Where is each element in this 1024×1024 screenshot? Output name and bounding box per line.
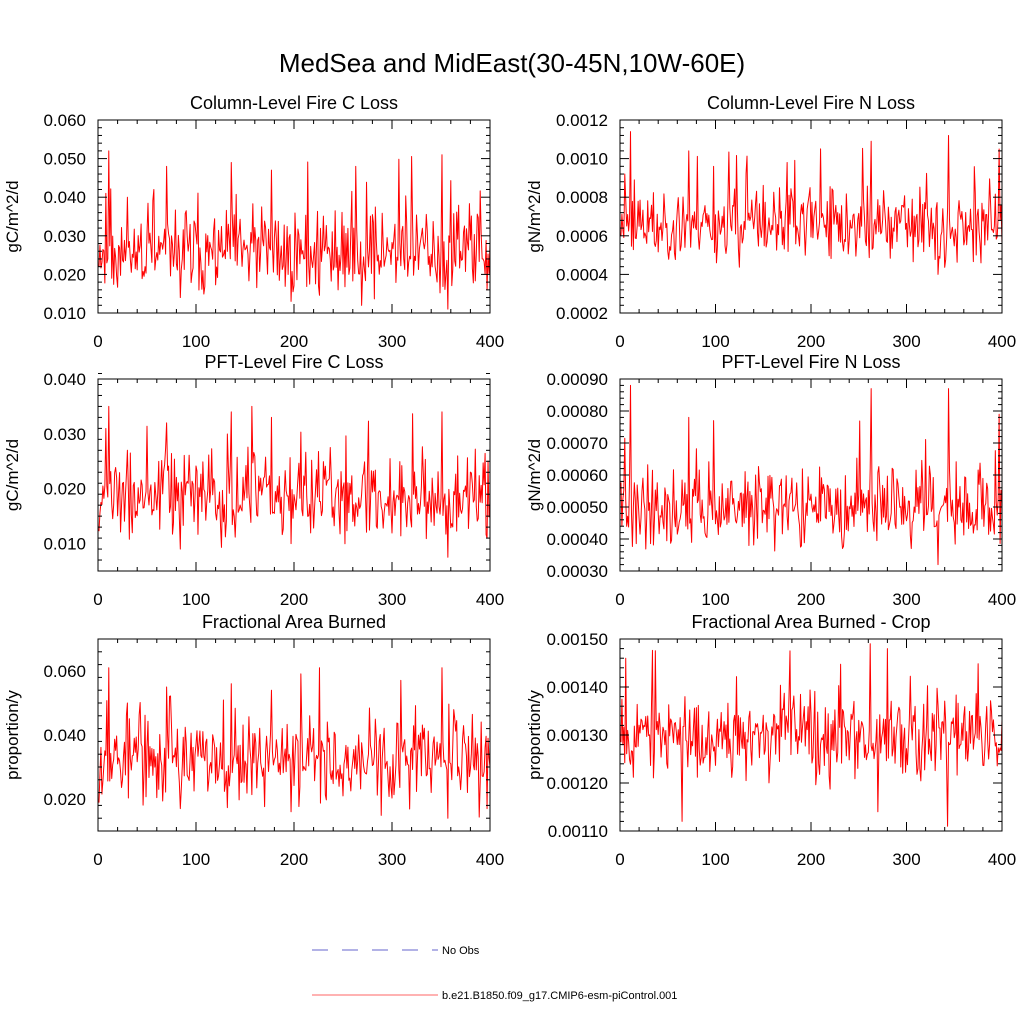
x-tick-label: 0 bbox=[615, 850, 624, 869]
chart-panel-4: PFT-Level Fire N Loss gN/m^2/d 0 100 200 300 4… bbox=[525, 352, 1016, 609]
y-tick-label: 0.00060 bbox=[547, 466, 608, 485]
x-tick-label: 0 bbox=[93, 590, 102, 609]
x-tick-label: 300 bbox=[378, 332, 406, 351]
chart-panel-5: Fractional Area Burned proportion/y 0 100 20… bbox=[3, 612, 504, 869]
y-tick-label: 0.0012 bbox=[556, 111, 608, 130]
y-tick-label: 0.00080 bbox=[547, 402, 608, 421]
y-tick-label: 0.0006 bbox=[556, 227, 608, 246]
x-tick-label: 200 bbox=[797, 850, 825, 869]
legend-label-no-obs: No Obs bbox=[442, 945, 480, 957]
y-tick-label: 0.060 bbox=[43, 662, 86, 681]
x-tick-label: 300 bbox=[892, 332, 920, 351]
x-tick-label: 100 bbox=[701, 850, 729, 869]
chart-title: Fractional Area Burned - Crop bbox=[691, 612, 930, 632]
chart-title: Fractional Area Burned bbox=[202, 612, 386, 632]
y-tick-label: 0.040 bbox=[43, 370, 86, 389]
y-tick-label: 0.00120 bbox=[547, 774, 608, 793]
x-tick-label: 200 bbox=[797, 332, 825, 351]
page-title: MedSea and MidEast(30-45N,10W-60E) bbox=[279, 48, 745, 78]
y-tick-label: 0.030 bbox=[43, 227, 86, 246]
chart-panel-3: PFT-Level Fire C Loss gC/m^2/d 0 100 200 300 4… bbox=[3, 352, 504, 609]
x-tick-label: 100 bbox=[182, 850, 210, 869]
chart-panels: Column-Level Fire C Loss gC/m^2/d 0 100 200 3… bbox=[3, 93, 1016, 869]
y-tick-label: 0.0010 bbox=[556, 150, 608, 169]
y-tick-label: 0.020 bbox=[43, 790, 86, 809]
x-tick-label: 400 bbox=[476, 850, 504, 869]
x-tick-label: 200 bbox=[280, 332, 308, 351]
x-tick-label: 300 bbox=[892, 850, 920, 869]
x-tick-label: 400 bbox=[476, 590, 504, 609]
x-tick-label: 400 bbox=[988, 332, 1016, 351]
series-line-1 bbox=[620, 384, 1003, 566]
chart-title: Column-Level Fire C Loss bbox=[190, 93, 398, 113]
y-axis-label: gC/m^2/d bbox=[3, 180, 22, 252]
x-tick-label: 400 bbox=[988, 590, 1016, 609]
y-tick-label: 0.0008 bbox=[556, 188, 608, 207]
chart-panel-1: Column-Level Fire C Loss gC/m^2/d 0 100 200 3… bbox=[3, 93, 504, 351]
plot-frame bbox=[97, 378, 491, 572]
chart-title: PFT-Level Fire C Loss bbox=[204, 352, 383, 372]
y-tick-label: 0.00140 bbox=[547, 678, 608, 697]
y-tick-label: 0.0002 bbox=[556, 304, 608, 323]
y-tick-label: 0.050 bbox=[43, 150, 86, 169]
series-line-1 bbox=[98, 667, 491, 819]
chart-title: Column-Level Fire N Loss bbox=[707, 93, 915, 113]
y-tick-label: 0.010 bbox=[43, 304, 86, 323]
x-tick-label: 300 bbox=[378, 850, 406, 869]
y-tick-label: 0.00070 bbox=[547, 434, 608, 453]
y-tick-label: 0.020 bbox=[43, 480, 86, 499]
y-tick-label: 0.00050 bbox=[547, 498, 608, 517]
x-tick-label: 200 bbox=[797, 590, 825, 609]
y-tick-label: 0.040 bbox=[43, 188, 86, 207]
y-axis-label: gN/m^2/d bbox=[525, 180, 544, 252]
x-tick-label: 200 bbox=[280, 850, 308, 869]
chart-panel-6: Fractional Area Burned - Crop proportion/… bbox=[525, 612, 1016, 869]
y-tick-label: 0.00110 bbox=[548, 822, 608, 841]
plot-frame bbox=[619, 378, 1003, 572]
x-tick-label: 0 bbox=[93, 850, 102, 869]
x-tick-label: 100 bbox=[182, 590, 210, 609]
y-tick-label: 0.00090 bbox=[547, 370, 608, 389]
series-line-1 bbox=[98, 150, 491, 310]
series-line-1 bbox=[98, 405, 491, 558]
legend-label-model-run: b.e21.B1850.f09_g17.CMIP6-esm-piControl.… bbox=[442, 990, 677, 1002]
y-tick-label: 0.00040 bbox=[547, 530, 608, 549]
x-tick-label: 100 bbox=[701, 590, 729, 609]
plot-frame bbox=[97, 638, 491, 832]
x-tick-label: 0 bbox=[615, 332, 624, 351]
y-axis-label: gC/m^2/d bbox=[3, 439, 22, 511]
x-tick-label: 200 bbox=[280, 590, 308, 609]
y-tick-label: 0.030 bbox=[43, 425, 86, 444]
x-tick-label: 0 bbox=[93, 332, 102, 351]
y-tick-label: 0.00130 bbox=[547, 726, 608, 745]
x-tick-label: 100 bbox=[701, 332, 729, 351]
x-tick-label: 0 bbox=[615, 590, 624, 609]
y-axis-label: proportion/y bbox=[525, 690, 544, 780]
x-tick-label: 300 bbox=[378, 590, 406, 609]
x-tick-label: 300 bbox=[892, 590, 920, 609]
x-tick-label: 400 bbox=[988, 850, 1016, 869]
y-axis-label: gN/m^2/d bbox=[525, 439, 544, 511]
y-tick-label: 0.020 bbox=[43, 265, 86, 284]
chart-title: PFT-Level Fire N Loss bbox=[721, 352, 900, 372]
y-tick-label: 0.00150 bbox=[547, 630, 608, 649]
x-tick-label: 100 bbox=[182, 332, 210, 351]
chart-panel-2: Column-Level Fire N Loss gN/m^2/d 0 100 200 3… bbox=[525, 93, 1016, 351]
legend: No Obs b.e21.B1850.f09_g17.CMIP6-esm-piC… bbox=[312, 945, 677, 1002]
y-tick-label: 0.060 bbox=[43, 111, 86, 130]
x-tick-label: 400 bbox=[476, 332, 504, 351]
y-tick-label: 0.040 bbox=[43, 726, 86, 745]
y-axis-label: proportion/y bbox=[3, 690, 22, 780]
y-tick-label: 0.010 bbox=[43, 535, 86, 554]
series-line-1 bbox=[620, 643, 1003, 827]
y-tick-label: 0.00030 bbox=[547, 562, 608, 581]
y-tick-label: 0.0004 bbox=[556, 265, 608, 284]
series-line-1 bbox=[620, 131, 1003, 275]
